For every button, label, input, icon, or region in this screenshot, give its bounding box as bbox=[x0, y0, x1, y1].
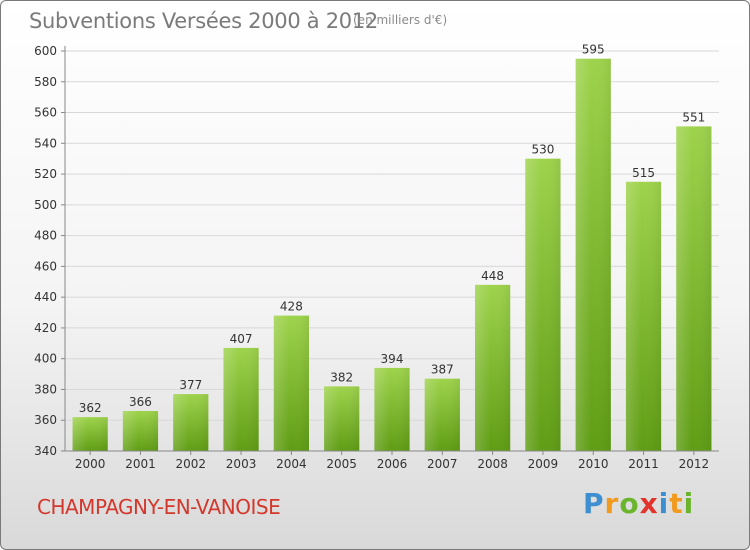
x-tick-label: 2000 bbox=[75, 457, 106, 471]
y-tick-label: 600 bbox=[34, 44, 57, 58]
bar-shine bbox=[676, 126, 712, 451]
data-label: 595 bbox=[582, 43, 605, 57]
data-label: 366 bbox=[129, 395, 152, 409]
proxiti-logo: Proxiti bbox=[583, 487, 695, 520]
data-label: 407 bbox=[230, 332, 253, 346]
bar-shine bbox=[173, 394, 209, 451]
data-label: 377 bbox=[179, 378, 202, 392]
commune-name: CHAMPAGNY-EN-VANOISE bbox=[37, 495, 281, 519]
x-tick-label: 2009 bbox=[528, 457, 559, 471]
bar-shine bbox=[122, 411, 159, 451]
y-tick-label: 580 bbox=[34, 75, 57, 89]
data-label: 394 bbox=[381, 352, 404, 366]
x-tick-label: 2007 bbox=[427, 457, 458, 471]
x-tick-label: 2008 bbox=[477, 457, 508, 471]
data-label: 530 bbox=[531, 143, 554, 157]
y-tick-label: 380 bbox=[34, 382, 57, 396]
bar-shine bbox=[525, 158, 561, 451]
bar-shine bbox=[72, 417, 108, 451]
bar-shine bbox=[223, 347, 259, 451]
y-tick-label: 480 bbox=[34, 229, 57, 243]
data-labels: 362 366 377 407 428 382 394 387 448 530 595 515 551 bbox=[79, 43, 706, 415]
x-tick-label: 2006 bbox=[377, 457, 408, 471]
y-tick-label: 340 bbox=[34, 444, 57, 458]
bar-shine bbox=[575, 58, 611, 451]
y-tick-label: 440 bbox=[34, 290, 57, 304]
y-tick-label: 540 bbox=[34, 136, 57, 150]
bar-shine bbox=[475, 284, 511, 451]
axes: 340 360 380 400 420 440 460 480 500 520 540 560 580 6… bbox=[34, 44, 719, 471]
y-tick-label: 460 bbox=[34, 259, 57, 273]
x-tick-label: 2001 bbox=[125, 457, 156, 471]
data-label: 551 bbox=[682, 110, 705, 124]
bar-shine bbox=[374, 367, 410, 451]
data-label: 448 bbox=[481, 269, 504, 283]
data-label: 382 bbox=[330, 370, 353, 384]
y-tick-label: 520 bbox=[34, 167, 57, 181]
bar-shine bbox=[273, 315, 309, 451]
x-tick-label: 2011 bbox=[628, 457, 659, 471]
y-tick-label: 420 bbox=[34, 321, 57, 335]
x-tick-label: 2012 bbox=[679, 457, 710, 471]
data-label: 428 bbox=[280, 300, 303, 314]
bar-shine bbox=[324, 386, 360, 451]
x-tick-label: 2005 bbox=[326, 457, 357, 471]
bars bbox=[72, 58, 712, 451]
y-tick-label: 560 bbox=[34, 106, 57, 120]
chart-title: Subventions Versées 2000 à 2012 bbox=[29, 9, 378, 33]
data-label: 387 bbox=[431, 363, 454, 377]
x-tick-label: 2010 bbox=[578, 457, 609, 471]
x-tick-label: 2002 bbox=[175, 457, 206, 471]
data-label: 362 bbox=[79, 401, 102, 415]
chart-unit: (en milliers d'€) bbox=[353, 13, 448, 27]
y-tick-label: 400 bbox=[34, 352, 57, 366]
bar-shine bbox=[625, 181, 662, 451]
y-tick-label: 360 bbox=[34, 413, 57, 427]
x-tick-label: 2003 bbox=[226, 457, 257, 471]
y-tick-label: 500 bbox=[34, 198, 57, 212]
data-label: 515 bbox=[632, 166, 655, 180]
bar-shine bbox=[424, 378, 460, 451]
x-tick-label: 2004 bbox=[276, 457, 307, 471]
